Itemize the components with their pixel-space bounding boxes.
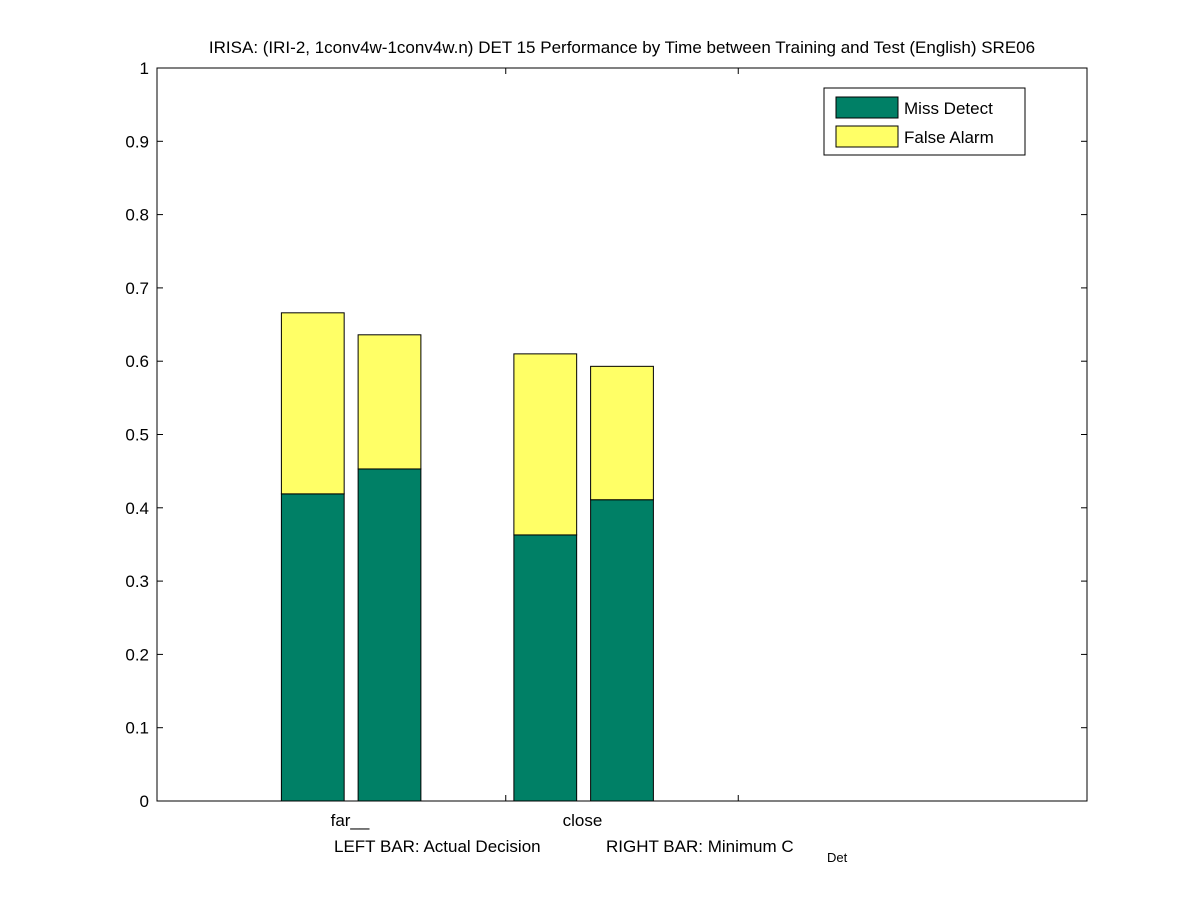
bar-false-alarm-minimum [357,334,422,470]
legend-swatch-false-alarm [835,125,899,148]
y-tick-label: 0.8 [125,206,149,225]
y-tick-label: 0.5 [125,426,149,445]
legend: Miss Detect False Alarm [823,87,1026,156]
y-tick-label: 0.2 [125,645,149,664]
bar-miss-detect-actual [513,534,578,802]
x-tick-label: far__ [331,811,370,830]
y-tick-label: 0.6 [125,352,149,371]
y-axis-ticks: 0 0.1 0.2 0.3 0.4 0.5 0.6 0.7 0.8 0.9 1 [125,59,1087,811]
y-tick-label: 0.4 [125,499,149,518]
plot-frame [156,67,1088,802]
legend-label-miss-detect: Miss Detect [904,99,993,118]
bar-false-alarm-actual [280,312,345,495]
bar-miss-detect-actual [280,493,345,802]
y-tick-label: 0.1 [125,719,149,738]
x-axis-ticks: far__ close [331,68,739,830]
x-axis-label-right: RIGHT BAR: Minimum C [606,837,794,856]
y-tick-label: 0 [140,792,149,811]
y-tick-label: 0.7 [125,279,149,298]
bar-false-alarm-minimum [590,365,654,501]
x-axis-label-left: LEFT BAR: Actual Decision [334,837,541,856]
legend-swatch-miss-detect [835,96,899,119]
bar-false-alarm-actual [513,353,578,536]
y-tick-label: 1 [140,59,149,78]
legend-label-false-alarm: False Alarm [904,128,994,147]
y-tick-label: 0.3 [125,572,149,591]
chart-title: IRISA: (IRI-2, 1conv4w-1conv4w.n) DET 15… [209,38,1035,57]
x-axis-label-subscript: Det [827,850,848,865]
y-tick-label: 0.9 [125,132,149,151]
bar-miss-detect-minimum [590,499,654,802]
x-axis-label: LEFT BAR: Actual Decision RIGHT BAR: Min… [334,837,848,865]
x-tick-label: close [563,811,603,830]
bar-miss-detect-minimum [357,468,422,802]
bars [280,312,654,802]
